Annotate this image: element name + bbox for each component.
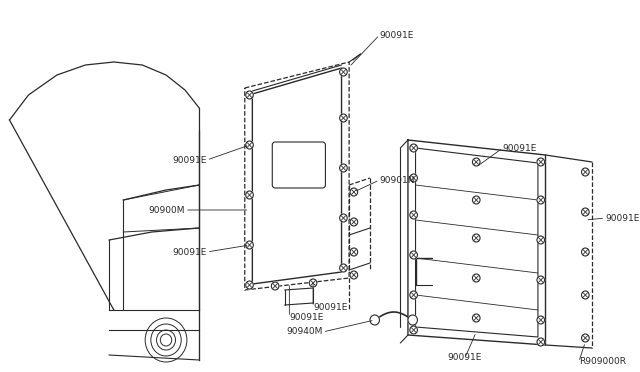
- Circle shape: [582, 248, 589, 256]
- Circle shape: [472, 196, 480, 204]
- Circle shape: [340, 68, 348, 76]
- Circle shape: [370, 315, 380, 325]
- Text: 90091E: 90091E: [503, 144, 537, 153]
- Circle shape: [350, 248, 358, 256]
- Circle shape: [537, 196, 545, 204]
- Circle shape: [582, 168, 589, 176]
- Circle shape: [340, 214, 348, 222]
- Circle shape: [537, 276, 545, 284]
- Circle shape: [246, 241, 253, 249]
- Circle shape: [340, 264, 348, 272]
- Text: 90091E: 90091E: [172, 247, 207, 257]
- Text: 90091E: 90091E: [289, 312, 324, 321]
- Circle shape: [472, 158, 480, 166]
- Circle shape: [582, 291, 589, 299]
- Circle shape: [340, 114, 348, 122]
- Circle shape: [246, 141, 253, 149]
- Circle shape: [410, 211, 417, 219]
- Text: 90091E: 90091E: [448, 353, 482, 362]
- Text: 90091E: 90091E: [605, 214, 639, 222]
- Text: 90900M: 90900M: [148, 205, 185, 215]
- Text: 90091E: 90091E: [172, 155, 207, 164]
- Circle shape: [582, 334, 589, 342]
- Circle shape: [537, 316, 545, 324]
- Circle shape: [246, 91, 253, 99]
- Circle shape: [309, 279, 317, 287]
- Circle shape: [537, 338, 545, 346]
- Circle shape: [582, 208, 589, 216]
- Circle shape: [350, 271, 358, 279]
- Circle shape: [350, 218, 358, 226]
- Circle shape: [537, 158, 545, 166]
- Circle shape: [271, 282, 279, 290]
- Text: 90901N: 90901N: [380, 176, 415, 185]
- FancyBboxPatch shape: [272, 142, 325, 188]
- Circle shape: [350, 188, 358, 196]
- Text: R909000R: R909000R: [579, 357, 626, 366]
- Circle shape: [410, 326, 417, 334]
- Circle shape: [410, 291, 417, 299]
- Text: 90091E: 90091E: [380, 31, 414, 39]
- Circle shape: [246, 281, 253, 289]
- Text: 90940M: 90940M: [286, 327, 323, 337]
- Text: 90091E: 90091E: [313, 302, 348, 311]
- Circle shape: [472, 274, 480, 282]
- Circle shape: [537, 236, 545, 244]
- Circle shape: [410, 174, 417, 182]
- Circle shape: [410, 251, 417, 259]
- Circle shape: [410, 144, 417, 152]
- Circle shape: [246, 191, 253, 199]
- Circle shape: [472, 234, 480, 242]
- Circle shape: [472, 314, 480, 322]
- Circle shape: [340, 164, 348, 172]
- Circle shape: [408, 315, 417, 325]
